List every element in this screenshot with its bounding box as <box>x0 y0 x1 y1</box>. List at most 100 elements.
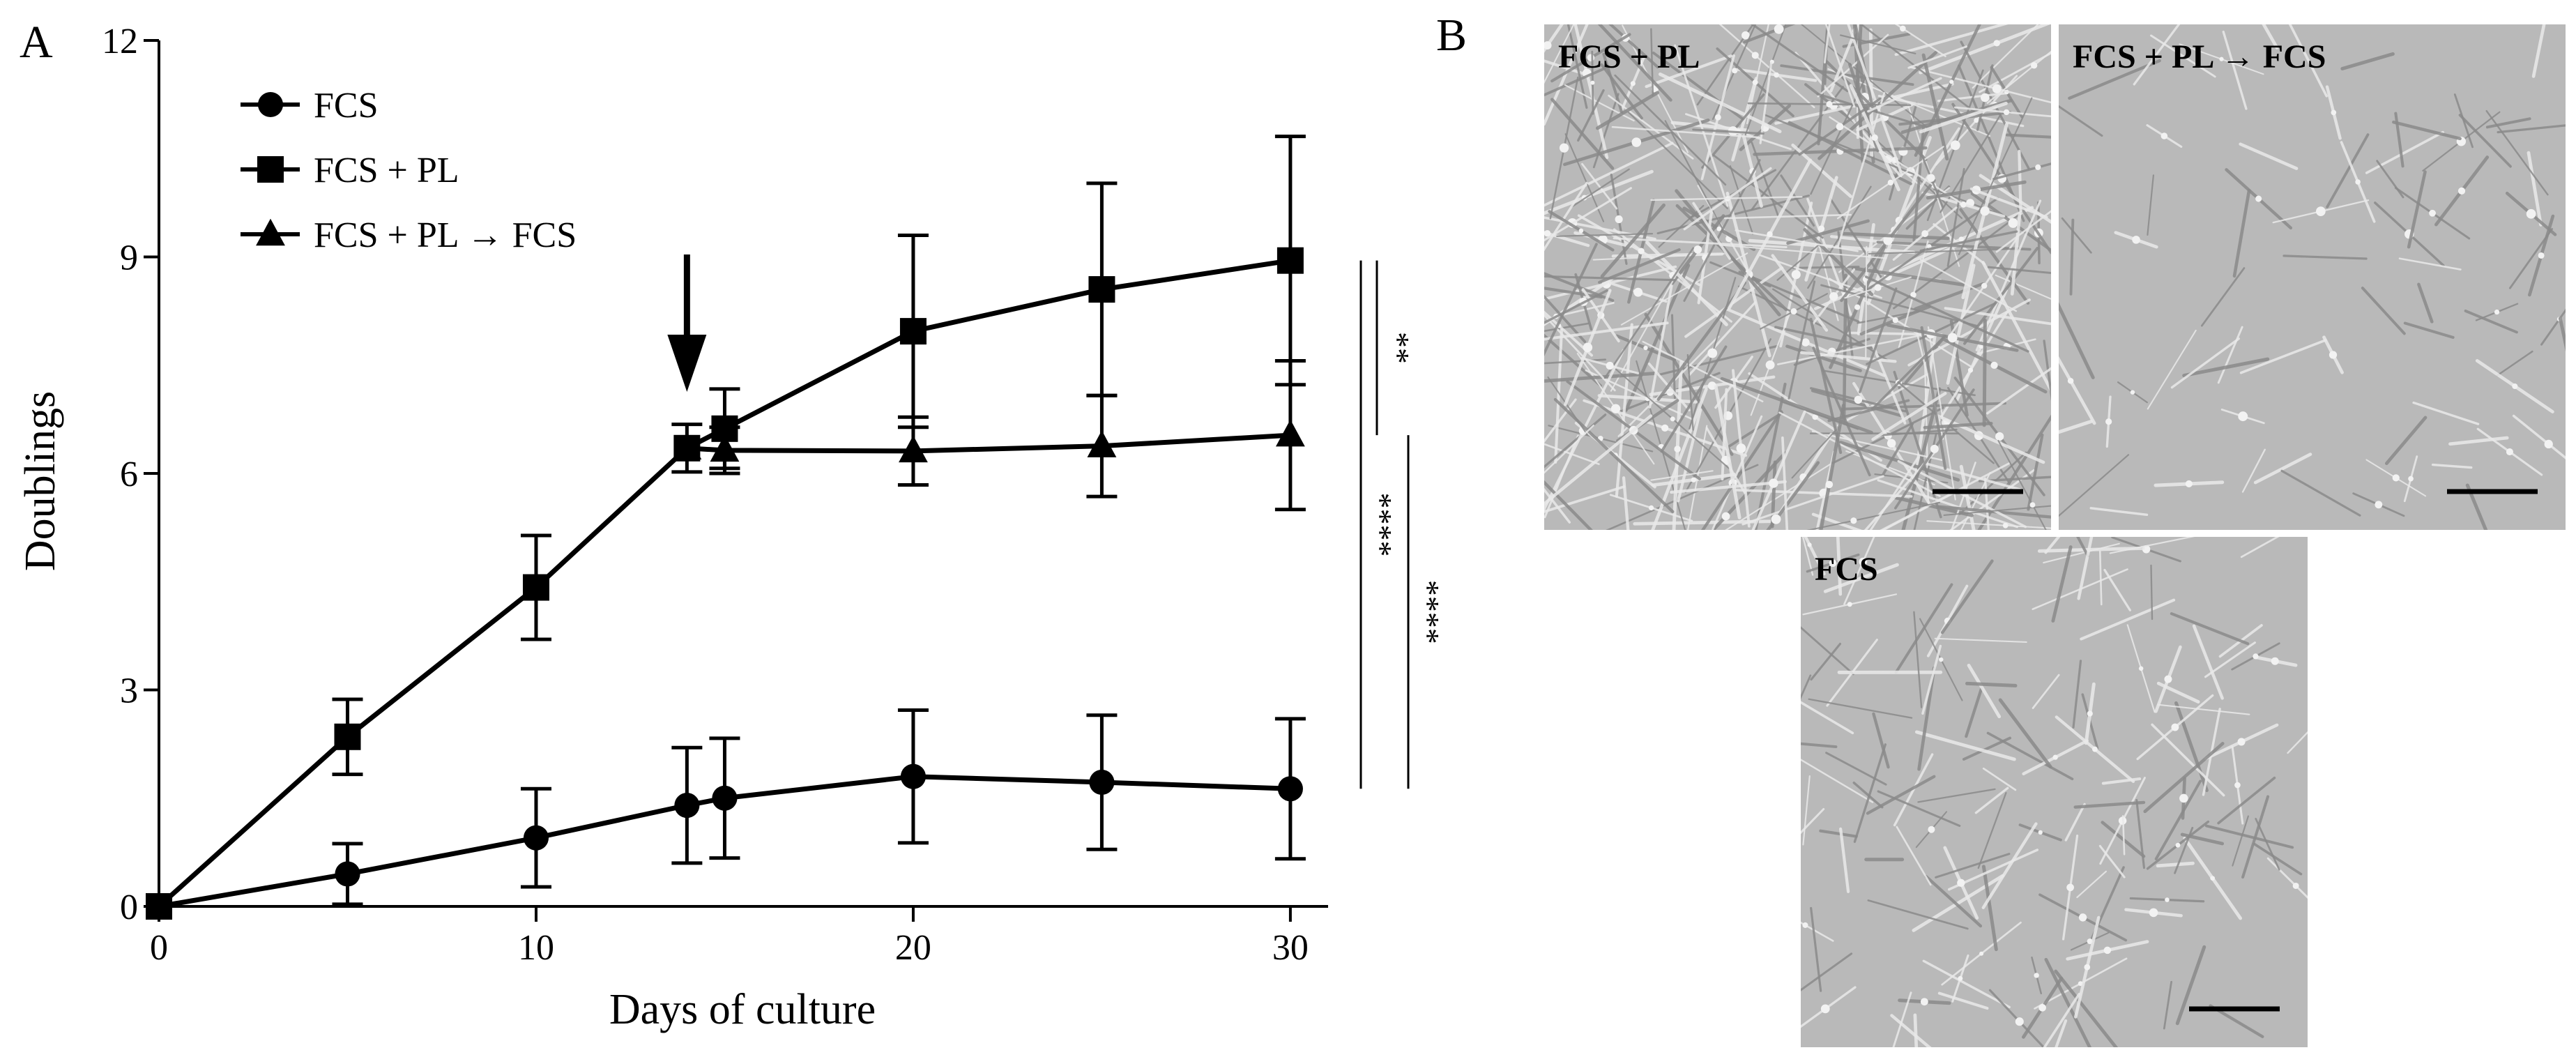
cell <box>1893 496 1974 517</box>
cell-body <box>1583 342 1593 353</box>
legend-item: FCS <box>241 86 379 126</box>
cell <box>1738 271 1860 323</box>
cell-body <box>2078 913 2087 922</box>
cell <box>1544 181 1588 252</box>
cell <box>2027 433 2044 511</box>
cell-body <box>1691 477 1697 482</box>
cell <box>1544 322 1590 333</box>
cell <box>2059 105 2103 137</box>
cell <box>2147 174 2155 236</box>
cell <box>2037 546 2145 553</box>
cell <box>2076 870 2108 899</box>
cell <box>2497 124 2566 134</box>
cell <box>1650 28 1654 97</box>
cell <box>2101 777 2142 785</box>
micrograph-panel: FCS <box>1801 537 2308 1047</box>
data-point <box>522 574 549 601</box>
cell <box>2073 800 2146 809</box>
cell <box>2069 218 2075 296</box>
cell <box>1817 33 1889 98</box>
cell <box>2080 598 2176 641</box>
cell <box>1786 219 1870 245</box>
cell-body <box>1643 345 1648 351</box>
cell-body <box>1995 432 2004 441</box>
cell <box>1912 126 1926 242</box>
cell <box>2077 537 2094 600</box>
cell <box>1913 611 1923 708</box>
cell <box>1958 97 2033 255</box>
cell-body <box>2164 675 2172 683</box>
cell-body <box>1921 230 1929 238</box>
cell <box>2239 339 2327 374</box>
cell-body <box>1661 424 1669 432</box>
cell <box>2072 660 2082 729</box>
cell <box>1965 687 1983 738</box>
cell <box>1688 301 1757 377</box>
cell-body <box>1630 81 1636 86</box>
cell <box>1564 133 1605 222</box>
cell <box>2239 142 2299 170</box>
cell <box>2059 419 2093 434</box>
cell <box>1660 345 1728 453</box>
cell-body <box>2052 754 2058 760</box>
cell-body <box>2008 218 2018 228</box>
series-triangle <box>672 359 1306 512</box>
cell-body <box>1670 416 1675 422</box>
cell-body <box>2429 209 2436 217</box>
cell <box>1823 563 1899 593</box>
cell-body <box>1927 174 1935 182</box>
cell <box>1608 94 1694 160</box>
data-point <box>1089 769 1115 796</box>
cell-body <box>1544 230 1551 237</box>
cell <box>1877 94 2025 128</box>
cell-body <box>1825 480 1834 489</box>
cell <box>1750 24 1849 93</box>
cell <box>1735 229 1859 252</box>
legend-marker <box>256 218 285 246</box>
cell-body <box>2087 710 2093 717</box>
cell <box>1808 698 1913 719</box>
cell-body <box>1859 557 1868 566</box>
cell-body <box>2132 236 2140 244</box>
cell-body <box>2255 195 2262 202</box>
cell <box>1544 66 1608 97</box>
cell <box>2121 815 2126 856</box>
cell <box>1919 230 2018 252</box>
cell-body <box>1960 201 1967 208</box>
cell <box>2043 340 2051 402</box>
cell <box>1675 189 1781 317</box>
cell <box>1917 666 1936 771</box>
cell-body <box>2035 164 2041 170</box>
cell <box>2288 24 2329 98</box>
legend-label: FCS <box>314 86 379 126</box>
cell <box>1892 991 1912 1047</box>
cell <box>1644 312 1734 456</box>
series-layer <box>146 135 1306 920</box>
cell <box>1544 443 1600 465</box>
cell <box>1544 424 1594 474</box>
cell <box>1868 248 2014 255</box>
cell-body <box>2408 476 2414 482</box>
cell <box>2453 93 2474 149</box>
cell <box>2043 542 2120 564</box>
cell-body <box>1578 228 1584 234</box>
cell-body <box>1979 951 1984 956</box>
cell-body <box>2171 723 2179 731</box>
cell <box>1803 228 1874 296</box>
cell <box>1907 45 1967 69</box>
cell <box>1890 1014 1932 1047</box>
cell-body <box>1958 236 1965 242</box>
data-point <box>1088 276 1115 303</box>
cell <box>1729 165 1754 235</box>
cell <box>2340 52 2395 70</box>
cell <box>1772 288 1889 361</box>
cell <box>2361 287 2406 335</box>
significance-label: **** <box>1363 492 1398 556</box>
cell-body <box>1742 31 1750 40</box>
cell <box>1871 392 1947 441</box>
data-point <box>899 318 927 345</box>
cell <box>1811 512 1863 530</box>
cell-body <box>1950 140 1960 151</box>
cell <box>1600 63 1643 120</box>
cell-body <box>2067 377 2074 384</box>
